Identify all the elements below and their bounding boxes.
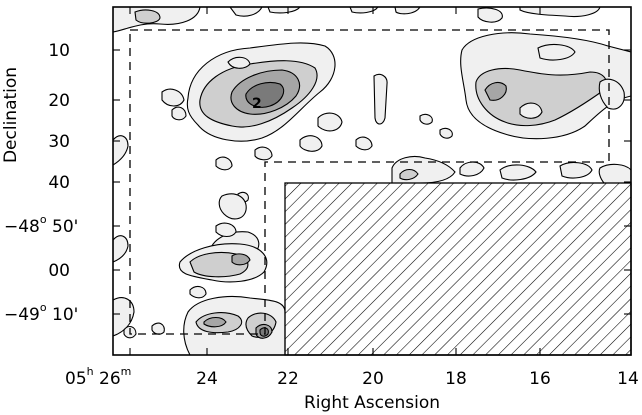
contour-blob-right bbox=[419, 32, 631, 140]
y-tick-labels: 10 20 30 40 −48o 50' 00 −49o 10' bbox=[4, 41, 78, 325]
y-tick-label: 30 bbox=[48, 132, 70, 152]
excluded-region-hatched bbox=[284, 182, 632, 356]
x-tick-labels: 05h 26m 24 22 20 18 16 14 bbox=[65, 365, 639, 389]
x-tick-label: 14 bbox=[617, 369, 639, 389]
y-tick-label: −49o 10' bbox=[4, 301, 78, 325]
y-tick-label: 10 bbox=[48, 41, 70, 61]
survey-boundary bbox=[129, 29, 610, 335]
y-tick-label: −48o 50' bbox=[4, 213, 78, 237]
plot-frame bbox=[112, 6, 632, 356]
contour-blob-peak-2 bbox=[161, 42, 336, 142]
y-tick-label: 20 bbox=[48, 91, 70, 111]
y-axis-title: Declination bbox=[1, 67, 21, 163]
x-tick-label: 20 bbox=[362, 369, 384, 389]
contour-blob-middle bbox=[171, 73, 388, 203]
y-tick-label: 40 bbox=[48, 173, 70, 193]
contour-blob-bottom-left bbox=[113, 295, 286, 355]
contour-blob-left-lower bbox=[113, 135, 268, 299]
x-axis-title: Right Ascension bbox=[304, 393, 440, 413]
x-tick-label: 16 bbox=[529, 369, 551, 389]
x-tick-label: 18 bbox=[445, 369, 467, 389]
axis-ticks bbox=[113, 7, 631, 355]
x-tick-label: 24 bbox=[196, 369, 218, 389]
peak-label: 2 bbox=[252, 96, 262, 112]
x-tick-label: 05h 26m bbox=[65, 365, 131, 389]
contour-blob-top-left bbox=[113, 7, 601, 33]
contour-blob-band bbox=[391, 155, 631, 184]
y-tick-label: 00 bbox=[48, 261, 70, 281]
contour-field bbox=[113, 7, 631, 355]
x-tick-label: 22 bbox=[277, 369, 299, 389]
